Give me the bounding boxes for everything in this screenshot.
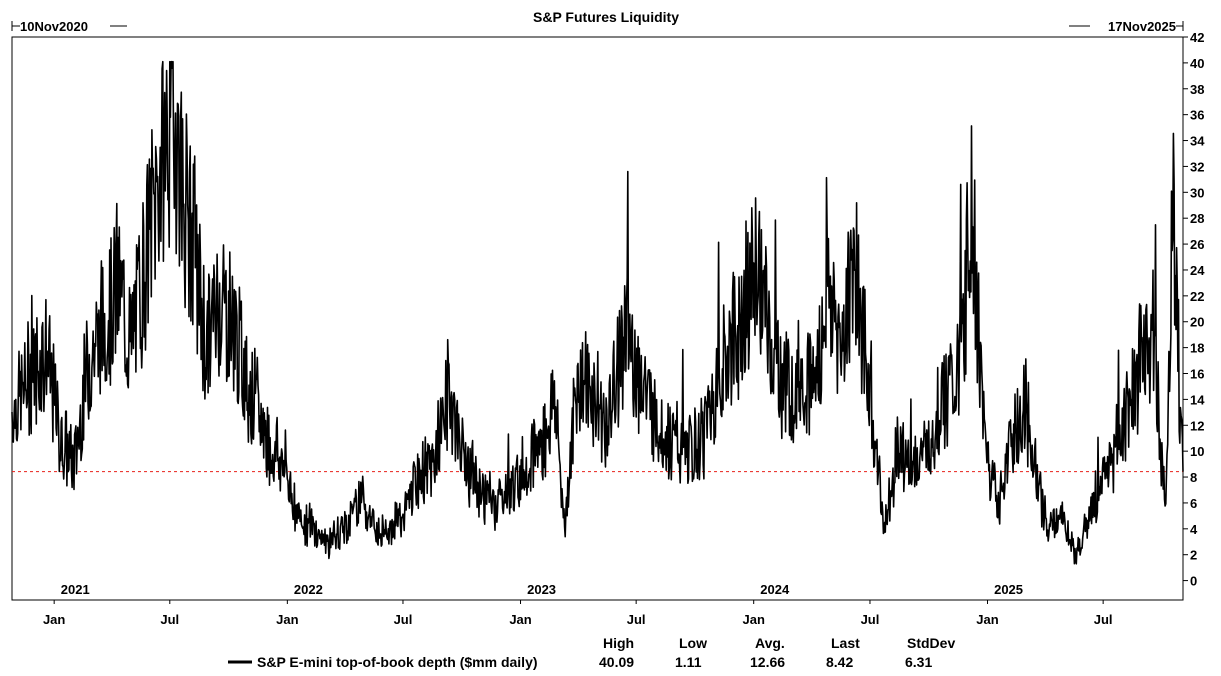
stats-header-stddev: StdDev [907, 635, 955, 651]
year-label: 2021 [61, 582, 90, 597]
stats-value-stddev: 6.31 [905, 654, 932, 670]
stats-header-low: Low [679, 635, 707, 651]
y-tick-label: 18 [1190, 341, 1204, 356]
y-tick-label: 0 [1190, 574, 1197, 589]
y-tick-label: 10 [1190, 444, 1204, 459]
series-group [11, 60, 1184, 565]
stats-value-low: 1.11 [675, 654, 702, 670]
legend: S&P E-mini top-of-book depth ($mm daily)… [228, 635, 955, 670]
y-tick-label: 4 [1190, 522, 1198, 537]
month-label: Jan [276, 612, 298, 627]
stats-header-last: Last [831, 635, 860, 651]
stats-header-high: High [603, 635, 634, 651]
year-label: 2024 [760, 582, 790, 597]
month-label: Jan [742, 612, 764, 627]
legend-series-label: S&P E-mini top-of-book depth ($mm daily) [257, 654, 538, 670]
chart-title: S&P Futures Liquidity [533, 9, 679, 25]
series-line [11, 60, 1184, 565]
month-label: Jan [976, 612, 998, 627]
month-label: Jul [861, 612, 880, 627]
y-tick-label: 22 [1190, 289, 1204, 304]
month-label: Jul [394, 612, 413, 627]
start-date-marker: 10Nov2020 [11, 19, 127, 34]
month-label: Jul [160, 612, 179, 627]
y-tick-label: 36 [1190, 108, 1204, 123]
y-tick-label: 26 [1190, 237, 1204, 252]
y-tick-label: 32 [1190, 159, 1204, 174]
x-axis: 2021 2022 2023 2024 2025 Jan Jul Jan Jul Jan Jul Ja… [43, 582, 1113, 627]
y-tick-label: 6 [1190, 496, 1197, 511]
start-date-label: 10Nov2020 [20, 19, 88, 34]
y-tick-label: 38 [1190, 82, 1204, 97]
y-tick-label: 12 [1190, 418, 1204, 433]
month-label: Jul [627, 612, 646, 627]
y-tick-label: 42 [1190, 30, 1204, 45]
year-label: 2022 [294, 582, 323, 597]
y-tick-label: 28 [1190, 211, 1204, 226]
y-tick-label: 2 [1190, 548, 1197, 563]
y-tick-label: 8 [1190, 470, 1197, 485]
y-tick-label: 34 [1190, 134, 1205, 149]
y-tick-label: 20 [1190, 315, 1204, 330]
stats-header-avg: Avg. [755, 635, 785, 651]
year-label: 2025 [994, 582, 1023, 597]
end-date-label: 17Nov2025 [1108, 19, 1176, 34]
y-tick-label: 30 [1190, 185, 1204, 200]
month-label: Jan [43, 612, 65, 627]
month-label: Jul [1094, 612, 1113, 627]
year-label: 2023 [527, 582, 556, 597]
stats-value-high: 40.09 [599, 654, 634, 670]
y-tick-label: 16 [1190, 367, 1204, 382]
stats-value-last: 8.42 [826, 654, 853, 670]
y-tick-label: 24 [1190, 263, 1205, 278]
y-tick-label: 40 [1190, 56, 1204, 71]
stats-value-avg: 12.66 [750, 654, 785, 670]
plot-frame [11, 36, 1184, 601]
month-label: Jan [509, 612, 531, 627]
y-tick-label: 14 [1190, 392, 1205, 407]
end-date-marker: 17Nov2025 [1069, 19, 1184, 34]
